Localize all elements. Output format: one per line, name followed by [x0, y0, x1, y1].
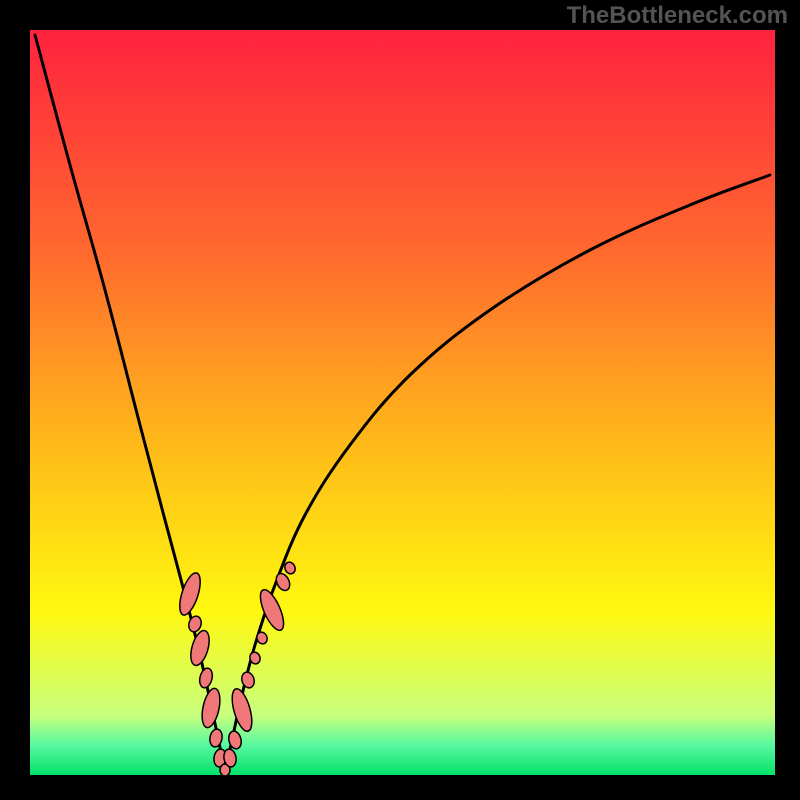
- curve-marker: [228, 687, 256, 734]
- curve-marker: [209, 728, 224, 748]
- chart-container: TheBottleneck.com: [0, 0, 800, 800]
- curve-marker: [199, 687, 223, 729]
- curve-marker: [198, 667, 214, 689]
- curve-marker: [274, 571, 293, 592]
- v-curve-chart: [30, 30, 775, 775]
- watermark-text: TheBottleneck.com: [567, 2, 788, 30]
- curve-marker: [240, 671, 256, 690]
- plot-area: [30, 30, 775, 775]
- markers-group: [176, 560, 298, 776]
- curve-marker: [187, 628, 212, 667]
- curve-right-branch: [225, 175, 770, 772]
